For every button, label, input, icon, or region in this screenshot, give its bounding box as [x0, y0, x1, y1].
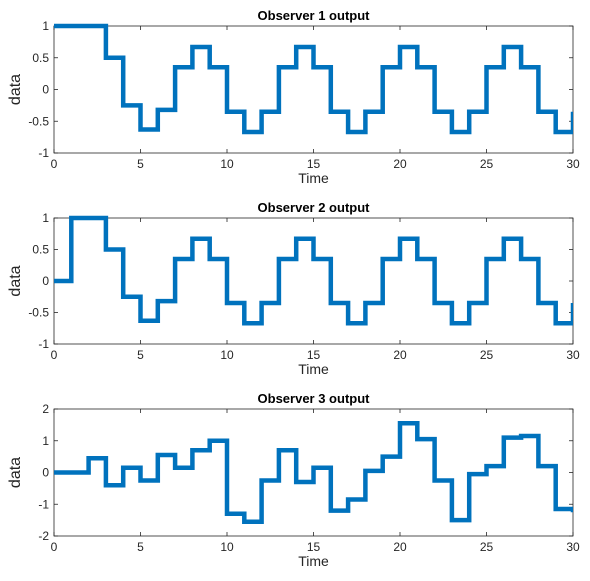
subplot-1: 0 5 10 15 20 25 30 -1 -0.5 0 0.5 1 Observer 1 output…: [7, 8, 580, 186]
y-tick-label: 0: [42, 274, 49, 288]
x-tick-label: 10: [220, 540, 234, 554]
y-tick-label: -0.5: [28, 114, 49, 128]
x-tick-label: 15: [307, 348, 321, 362]
y-tick-label: -2: [38, 529, 49, 543]
x-axis-label: Time: [298, 170, 329, 186]
x-tick-label: 25: [480, 157, 494, 171]
y-tick-label: -1: [38, 337, 49, 351]
x-tick-label: 10: [220, 348, 234, 362]
y-tick-label: 0: [42, 466, 49, 480]
y-axis-label: data: [7, 457, 24, 488]
x-axis-label: Time: [298, 361, 329, 377]
y-tick-label: -0.5: [28, 306, 49, 320]
x-tick-label: 0: [51, 157, 58, 171]
x-tick-label: 30: [566, 540, 580, 554]
x-tick-label: 20: [393, 157, 407, 171]
x-tick-label: 5: [137, 540, 144, 554]
x-tick-label: 0: [51, 348, 58, 362]
subplot-2: 0 5 10 15 20 25 30 -1 -0.5 0 0.5 1 Observer 2 output…: [7, 200, 580, 377]
y-tick-label: 0.5: [32, 51, 49, 65]
y-tick-label: -1: [38, 146, 49, 160]
x-tick-label: 15: [307, 540, 321, 554]
x-tick-label: 5: [137, 157, 144, 171]
y-tick-label: 1: [42, 19, 49, 33]
y-tick-label: 2: [42, 402, 49, 416]
x-tick-label: 0: [51, 540, 58, 554]
y-tick-label: 1: [42, 211, 49, 225]
x-tick-label: 25: [480, 540, 494, 554]
y-tick-label: 0.5: [32, 243, 49, 257]
x-tick-label: 15: [307, 157, 321, 171]
y-tick-label: 0: [42, 83, 49, 97]
subplot-3: 0 5 10 15 20 25 30 -2 -1 0 1 2 Observer 3 output Time…: [7, 391, 580, 569]
x-tick-label: 20: [393, 348, 407, 362]
y-tick-label: 1: [42, 434, 49, 448]
y-axis-label: data: [7, 265, 24, 296]
x-tick-label: 20: [393, 540, 407, 554]
chart-title: Observer 1 output: [258, 8, 371, 23]
x-axis-label: Time: [298, 553, 329, 569]
x-tick-label: 30: [566, 348, 580, 362]
y-tick-label: -1: [38, 497, 49, 511]
y-axis-label: data: [7, 74, 24, 105]
x-tick-label: 25: [480, 348, 494, 362]
chart-title: Observer 2 output: [258, 200, 371, 215]
x-tick-label: 5: [137, 348, 144, 362]
x-tick-label: 30: [566, 157, 580, 171]
x-tick-label: 10: [220, 157, 234, 171]
chart-title: Observer 3 output: [258, 391, 371, 406]
